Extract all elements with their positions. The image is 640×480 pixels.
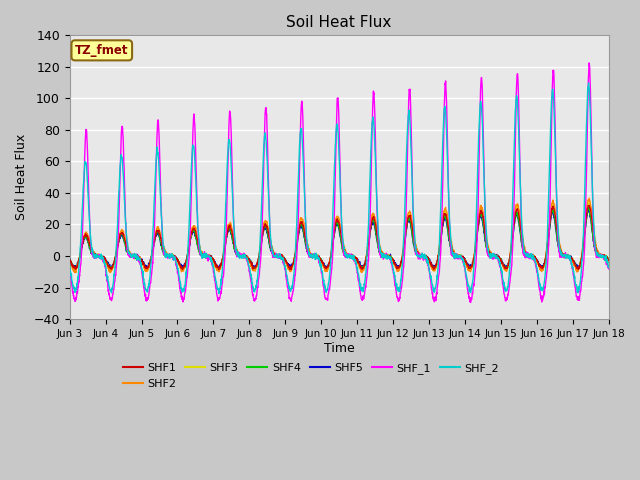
Text: TZ_fmet: TZ_fmet [75, 44, 129, 57]
Title: Soil Heat Flux: Soil Heat Flux [287, 15, 392, 30]
Y-axis label: Soil Heat Flux: Soil Heat Flux [15, 134, 28, 220]
Legend: SHF1, SHF2, SHF3, SHF4, SHF5, SHF_1, SHF_2: SHF1, SHF2, SHF3, SHF4, SHF5, SHF_1, SHF… [118, 359, 503, 393]
X-axis label: Time: Time [324, 342, 355, 355]
